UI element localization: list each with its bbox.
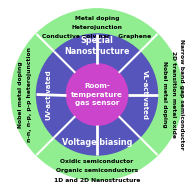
Text: Voltage biasing: Voltage biasing (62, 138, 132, 147)
Text: Nobel metal doping: Nobel metal doping (162, 61, 167, 128)
Text: Room-
temperature
gas sensor: Room- temperature gas sensor (71, 84, 123, 105)
Text: Heterojunction: Heterojunction (72, 25, 122, 30)
Text: 2D transition metal oxide: 2D transition metal oxide (171, 51, 176, 138)
Text: Nobel metal doping: Nobel metal doping (18, 61, 23, 128)
Text: VL-activated: VL-activated (142, 70, 148, 119)
Circle shape (11, 9, 183, 180)
Text: UV-activated: UV-activated (46, 69, 52, 120)
Text: n-n, n-p, p-p heterojunction: n-n, n-p, p-p heterojunction (28, 47, 32, 142)
Text: Special
Nanostructure: Special Nanostructure (64, 36, 130, 56)
Text: Narrow band gap semiconductor: Narrow band gap semiconductor (179, 39, 184, 150)
Circle shape (66, 64, 128, 125)
Circle shape (36, 34, 158, 155)
Text: Organic semiconductors: Organic semiconductors (56, 168, 138, 173)
Text: Metal doping: Metal doping (75, 16, 119, 21)
Text: 1D and 2D Nanostructure: 1D and 2D Nanostructure (54, 178, 140, 183)
Text: Oxidic semiconductor: Oxidic semiconductor (60, 159, 134, 164)
Text: Conductive polymer    Graphene: Conductive polymer Graphene (42, 34, 152, 39)
